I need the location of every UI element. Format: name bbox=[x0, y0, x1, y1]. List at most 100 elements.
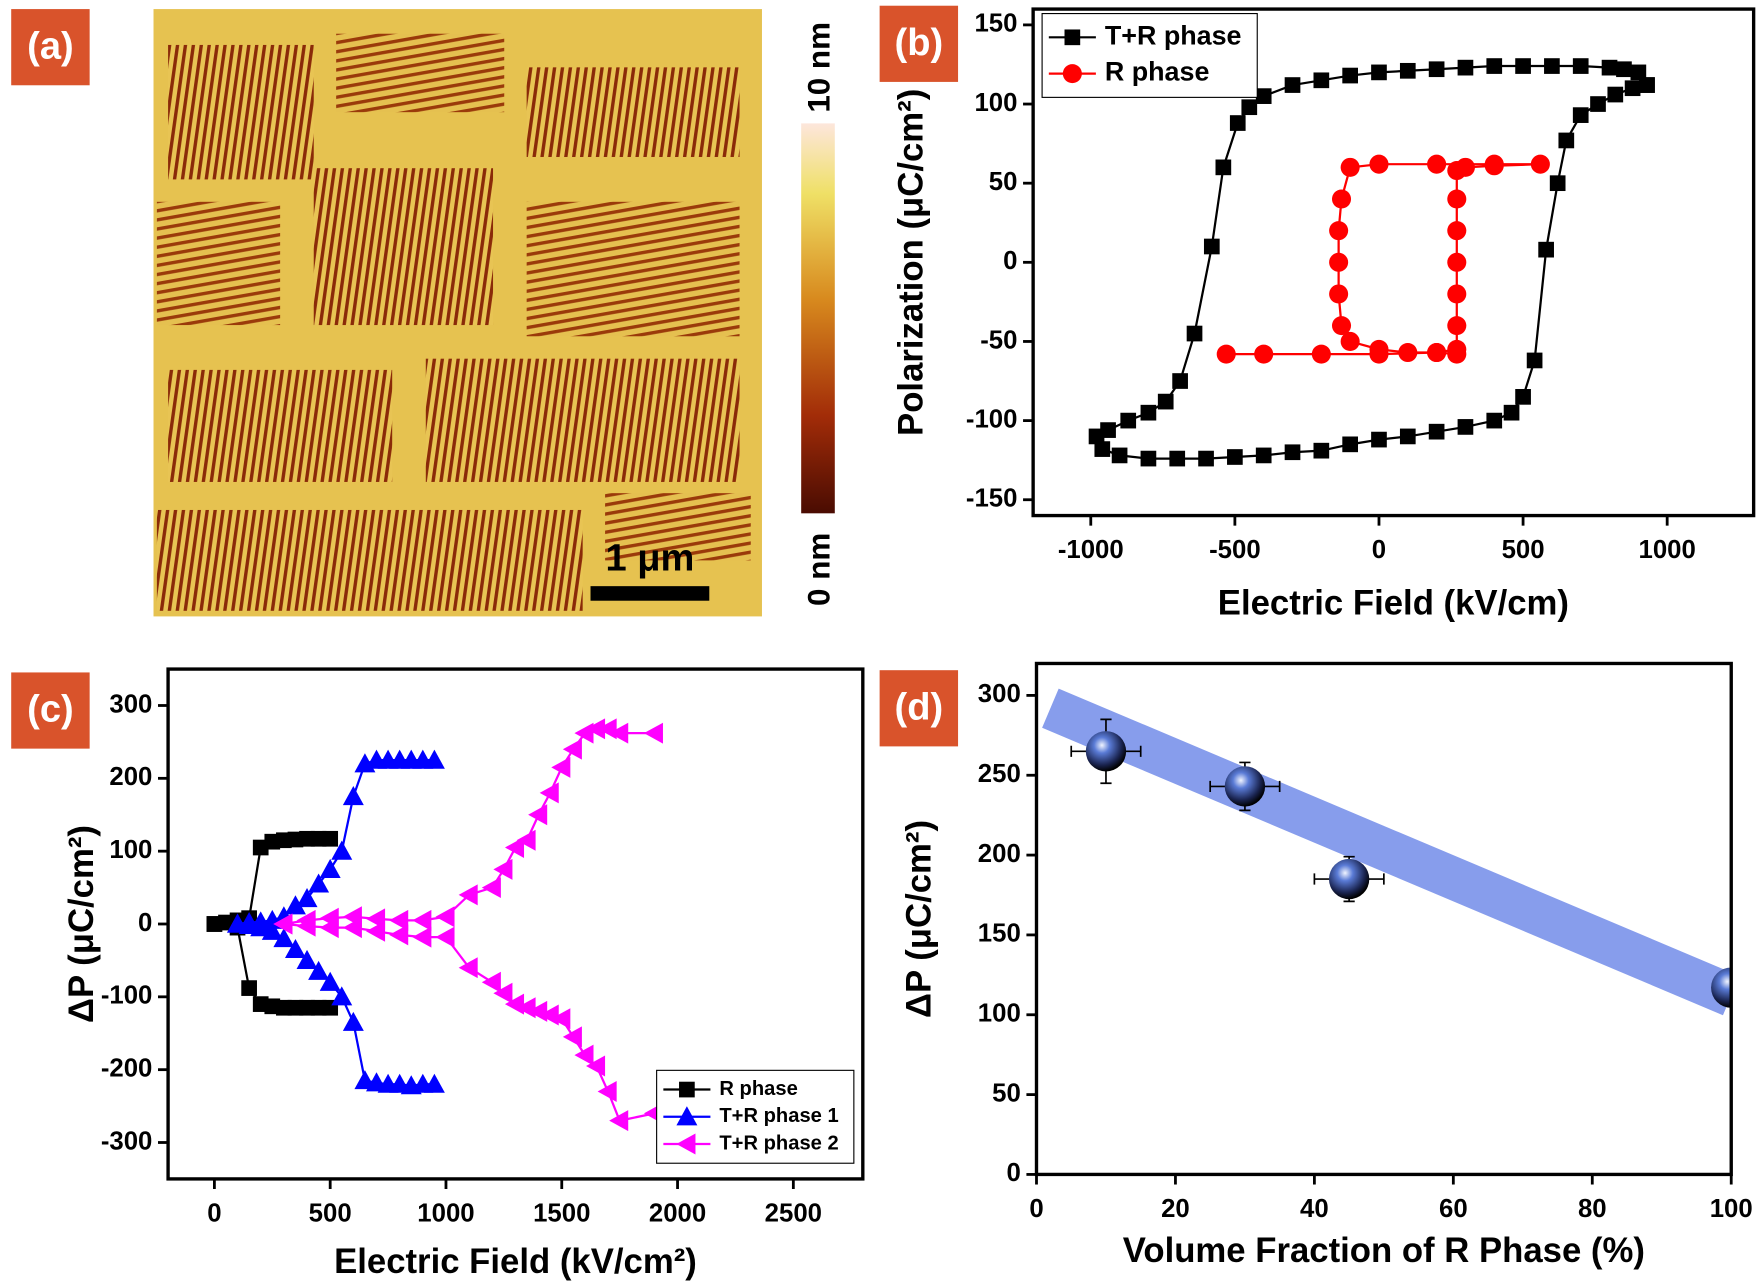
marker bbox=[1256, 448, 1272, 464]
legend-label: T+R phase bbox=[1105, 20, 1242, 50]
marker bbox=[1329, 284, 1348, 303]
marker bbox=[1590, 96, 1606, 112]
y-tick-label: 200 bbox=[978, 840, 1021, 868]
y-axis-label: Polarization (μC/cm²) bbox=[892, 89, 930, 436]
marker bbox=[1371, 432, 1387, 448]
marker bbox=[1538, 242, 1554, 258]
y-tick-label: -200 bbox=[101, 1054, 153, 1082]
marker bbox=[1447, 345, 1466, 364]
series-line bbox=[1097, 66, 1647, 459]
marker bbox=[1216, 160, 1232, 176]
x-tick-label: 1000 bbox=[1639, 536, 1696, 564]
marker bbox=[1256, 88, 1272, 104]
marker bbox=[1329, 253, 1348, 272]
marker bbox=[1573, 58, 1589, 74]
marker bbox=[493, 859, 512, 880]
marker bbox=[1458, 60, 1474, 76]
fit-band bbox=[1050, 708, 1731, 995]
x-axis-label: Electric Field (kV/cm) bbox=[1218, 584, 1569, 622]
marker bbox=[1341, 332, 1360, 351]
marker bbox=[1486, 413, 1502, 429]
marker bbox=[1427, 155, 1446, 174]
x-tick-label: 0 bbox=[1029, 1195, 1043, 1223]
marker bbox=[1187, 326, 1203, 342]
marker bbox=[1329, 221, 1348, 240]
y-tick-label: 50 bbox=[992, 1079, 1021, 1107]
marker bbox=[459, 957, 478, 978]
y-tick-label: -50 bbox=[980, 326, 1017, 354]
marker bbox=[563, 1026, 582, 1047]
marker bbox=[1112, 448, 1128, 464]
marker bbox=[1342, 436, 1358, 452]
marker bbox=[1241, 99, 1257, 115]
plot-area bbox=[1089, 58, 1655, 466]
y-tick-label: -300 bbox=[101, 1127, 153, 1155]
x-tick-label: 20 bbox=[1161, 1195, 1190, 1223]
marker bbox=[1141, 451, 1157, 467]
marker bbox=[1369, 155, 1388, 174]
marker bbox=[1558, 133, 1574, 149]
marker bbox=[482, 972, 501, 993]
panel-label: (d) bbox=[895, 686, 944, 728]
marker bbox=[1458, 419, 1474, 435]
legend-label: T+R phase 1 bbox=[719, 1105, 838, 1127]
marker bbox=[435, 927, 454, 948]
panel-label: (a) bbox=[27, 25, 74, 67]
marker bbox=[1342, 68, 1358, 84]
marker bbox=[540, 782, 559, 803]
plot-area bbox=[207, 718, 663, 1131]
marker bbox=[563, 739, 582, 760]
y-tick-label: -100 bbox=[966, 405, 1018, 433]
marker bbox=[1172, 373, 1188, 389]
x-tick-label: 1000 bbox=[417, 1200, 474, 1228]
marker bbox=[1515, 58, 1531, 74]
y-tick-label: 250 bbox=[978, 760, 1021, 788]
marker bbox=[1486, 58, 1502, 74]
marker bbox=[1227, 449, 1243, 465]
marker bbox=[528, 804, 547, 825]
x-axis-label: Volume Fraction of R Phase (%) bbox=[1123, 1232, 1645, 1270]
marker bbox=[1447, 189, 1466, 208]
legend-label: T+R phase 2 bbox=[719, 1132, 838, 1154]
y-tick-label: 300 bbox=[109, 690, 152, 718]
marker bbox=[551, 757, 570, 778]
y-tick-label: -150 bbox=[966, 485, 1018, 513]
marker bbox=[1515, 389, 1531, 405]
marker bbox=[1120, 413, 1136, 429]
y-tick-label: 0 bbox=[1006, 1159, 1020, 1187]
marker bbox=[1616, 61, 1632, 77]
colorbar-bottom-label: 0 nm bbox=[802, 533, 837, 606]
marker bbox=[1312, 345, 1331, 364]
y-tick-label: 150 bbox=[974, 10, 1017, 38]
legend-label: R phase bbox=[719, 1078, 797, 1100]
page: 1 μm 10 nm 0 nm (a) -1000-50005001000-15… bbox=[0, 0, 1757, 1281]
marker bbox=[1573, 107, 1589, 123]
marker bbox=[1639, 77, 1655, 93]
marker bbox=[1371, 65, 1387, 81]
x-tick-label: 80 bbox=[1578, 1195, 1607, 1223]
marker bbox=[1607, 87, 1623, 103]
y-axis-label: ΔP (μC/cm²) bbox=[900, 820, 938, 1018]
marker bbox=[207, 916, 223, 932]
marker bbox=[574, 1045, 593, 1066]
marker bbox=[1398, 343, 1417, 362]
y-tick-label: 100 bbox=[974, 89, 1017, 117]
panel-label: (b) bbox=[895, 22, 944, 64]
x-tick-label: -500 bbox=[1209, 536, 1261, 564]
y-tick-label: 0 bbox=[138, 909, 152, 937]
plot-area bbox=[1050, 708, 1751, 1008]
marker bbox=[1369, 340, 1388, 359]
y-tick-label: 150 bbox=[978, 920, 1021, 948]
marker bbox=[1427, 343, 1446, 362]
y-tick-label: 100 bbox=[109, 836, 152, 864]
x-tick-label: 100 bbox=[1710, 1195, 1753, 1223]
x-tick-label: 60 bbox=[1439, 1195, 1468, 1223]
marker bbox=[435, 906, 454, 927]
x-tick-label: 1500 bbox=[533, 1200, 590, 1228]
marker bbox=[1141, 405, 1157, 421]
marker bbox=[1217, 345, 1236, 364]
marker bbox=[1254, 345, 1273, 364]
figure: 1 μm 10 nm 0 nm (a) -1000-50005001000-15… bbox=[0, 0, 1757, 1281]
marker bbox=[609, 1110, 628, 1131]
